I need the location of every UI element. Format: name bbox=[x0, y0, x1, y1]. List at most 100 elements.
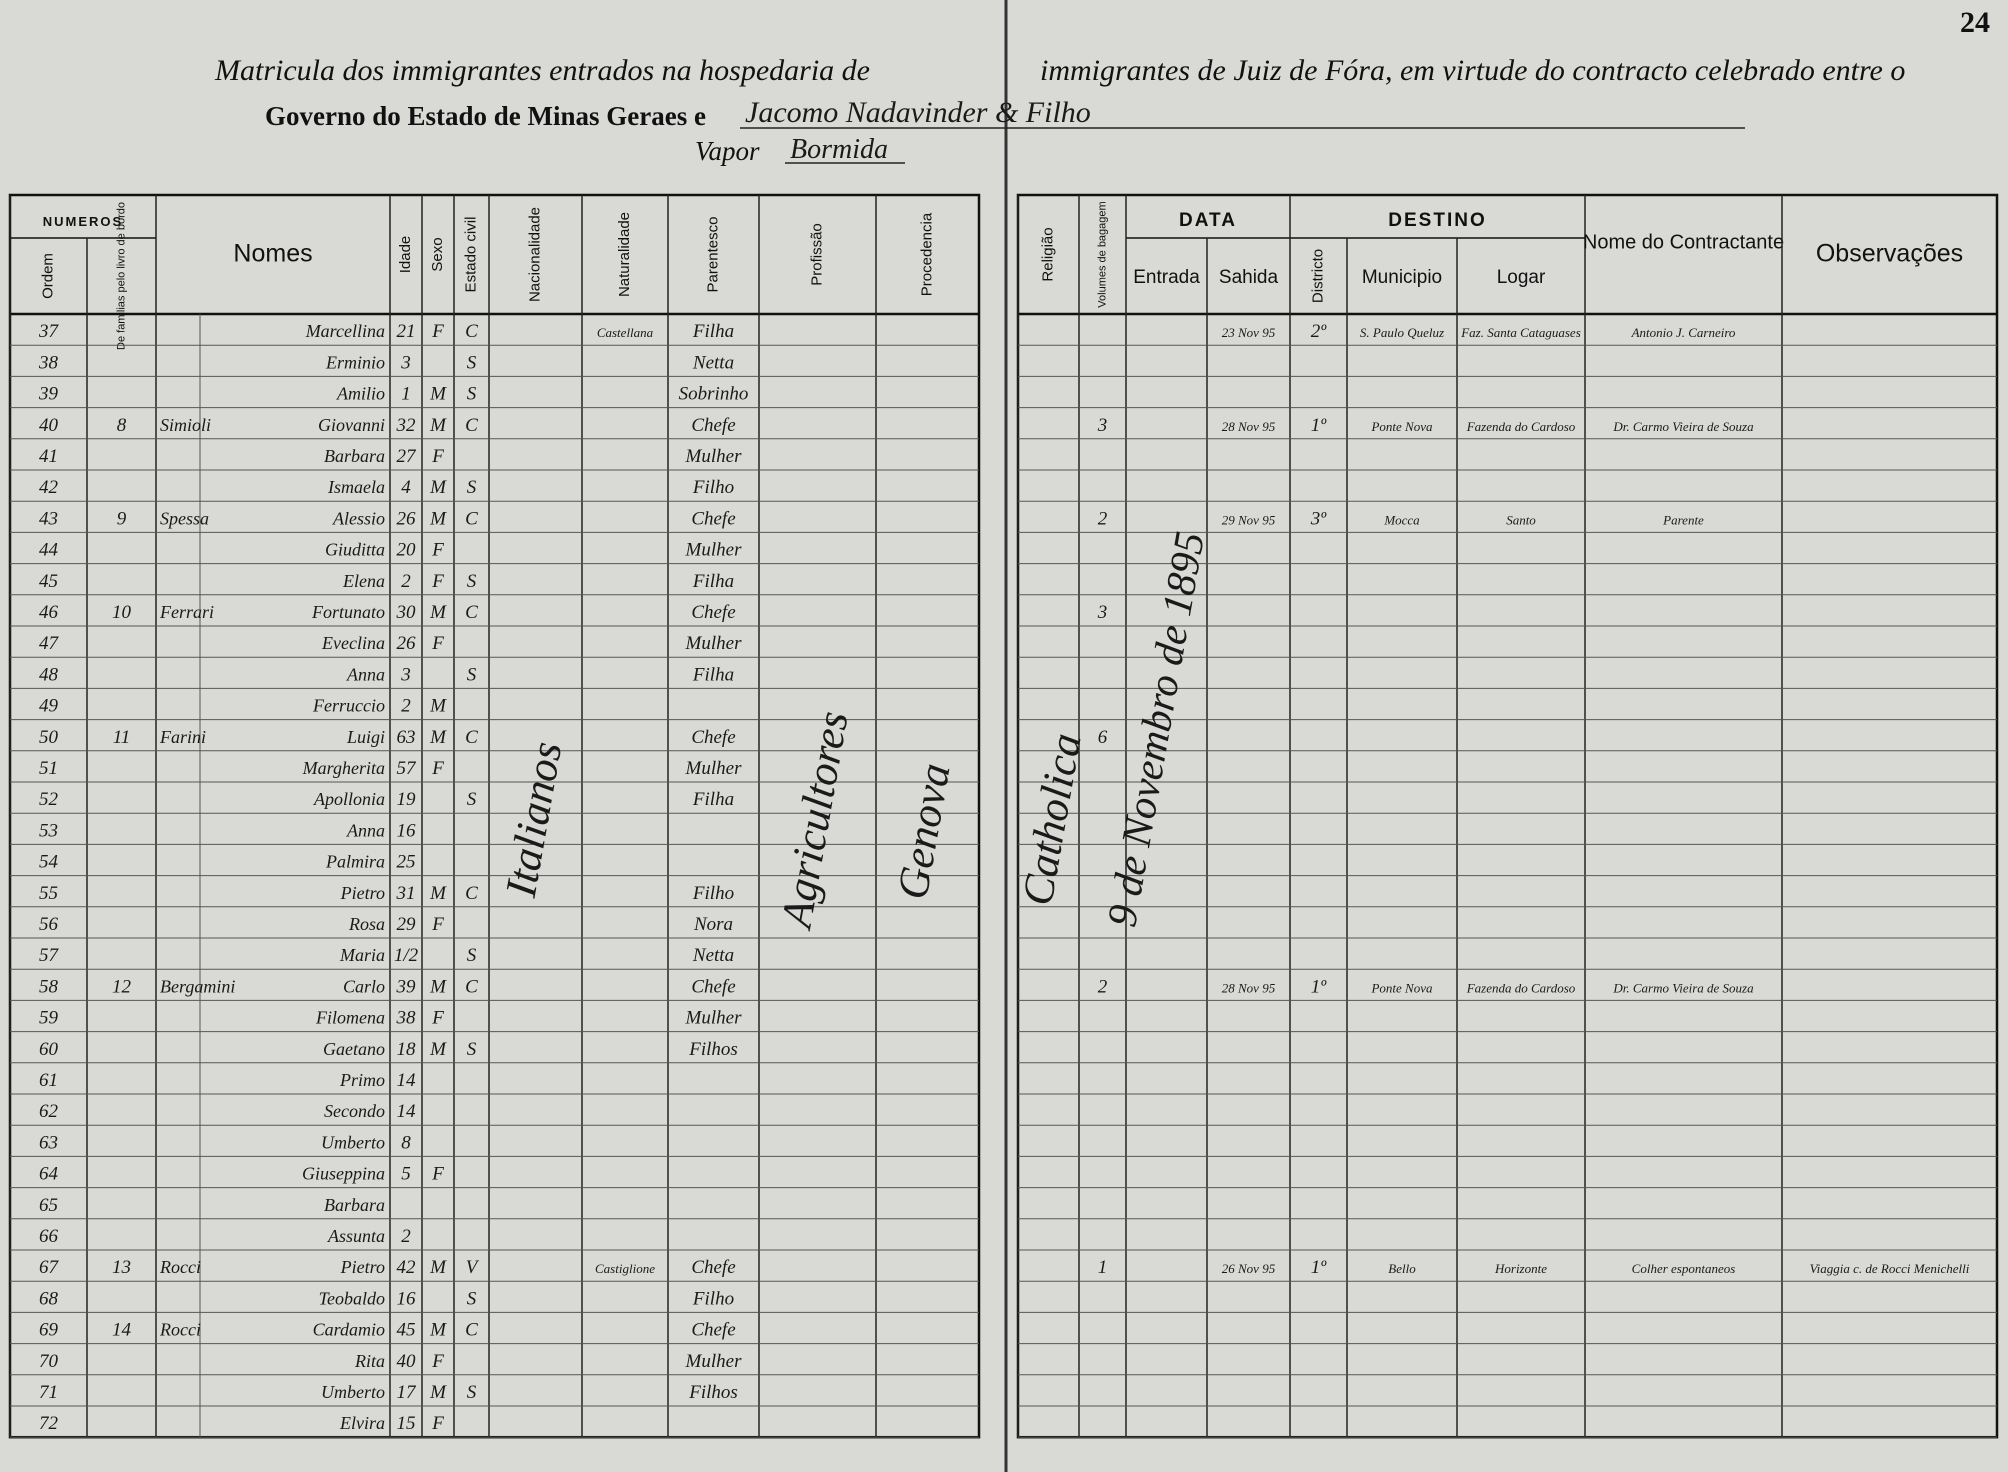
cell-familia: 14 bbox=[112, 1320, 132, 1341]
cell-parentesco: Mulher bbox=[685, 540, 743, 561]
title-left: Matricula dos immigrantes entrados na ho… bbox=[214, 54, 870, 87]
cell-volumes: 1 bbox=[1098, 1257, 1108, 1278]
cell-parentesco: Nora bbox=[693, 914, 733, 935]
cell-parentesco: Filhos bbox=[688, 1039, 738, 1060]
cell-sexo: M bbox=[429, 727, 447, 748]
cell-logar: Faz. Santa Cataguases bbox=[1460, 325, 1581, 340]
cell-name: Teobaldo bbox=[319, 1288, 385, 1308]
cell-ordem: 58 bbox=[39, 976, 59, 997]
cell-idade: 2 bbox=[401, 1226, 411, 1247]
cell-idade: 8 bbox=[401, 1132, 411, 1153]
cell-sexo: M bbox=[429, 415, 447, 436]
cell-idade: 63 bbox=[397, 727, 416, 748]
cell-name: Rita bbox=[354, 1351, 385, 1371]
cell-ordem: 47 bbox=[39, 633, 60, 654]
cell-sexo: F bbox=[431, 1413, 444, 1434]
cell-idade: 14 bbox=[397, 1101, 417, 1122]
cell-ordem: 66 bbox=[39, 1226, 59, 1247]
cell-estado: C bbox=[465, 321, 478, 342]
column-header: Districto bbox=[1309, 249, 1326, 303]
cell-sexo: F bbox=[431, 321, 444, 342]
cell-volumes: 3 bbox=[1097, 415, 1108, 436]
cell-ordem: 63 bbox=[39, 1132, 58, 1153]
cell-ordem: 60 bbox=[39, 1039, 59, 1060]
cell-ordem: 57 bbox=[39, 945, 60, 966]
cell-sahida: 23 Nov 95 bbox=[1222, 325, 1276, 340]
cell-sexo: M bbox=[429, 508, 447, 529]
column-header: Sahida bbox=[1219, 267, 1279, 288]
cell-sexo: F bbox=[431, 446, 444, 467]
cell-districto: 1º bbox=[1311, 976, 1328, 997]
cell-estado: C bbox=[465, 602, 478, 623]
cell-name: Marcellina bbox=[305, 321, 385, 341]
cell-sexo: M bbox=[429, 696, 447, 717]
cell-ordem: 42 bbox=[39, 477, 59, 498]
cell-idade: 26 bbox=[397, 633, 417, 654]
cell-sahida: 29 Nov 95 bbox=[1222, 512, 1276, 527]
cell-ordem: 40 bbox=[39, 415, 59, 436]
cell-estado: C bbox=[465, 415, 478, 436]
cell-estado: C bbox=[465, 976, 478, 997]
cell-idade: 29 bbox=[397, 914, 417, 935]
cell-ordem: 68 bbox=[39, 1288, 59, 1309]
cell-idade: 16 bbox=[397, 1288, 417, 1309]
page-number: 24 bbox=[1960, 6, 1990, 39]
cell-parentesco: Mulher bbox=[685, 1351, 743, 1372]
cell-volumes: 6 bbox=[1098, 727, 1108, 748]
cell-idade: 14 bbox=[397, 1070, 417, 1091]
cell-logar: Fazenda do Cardoso bbox=[1466, 419, 1576, 434]
cell-estado: S bbox=[467, 352, 477, 373]
cell-sexo: M bbox=[429, 1320, 447, 1341]
cell-sexo: F bbox=[431, 1008, 444, 1029]
cell-ordem: 56 bbox=[39, 914, 59, 935]
cell-idade: 15 bbox=[397, 1413, 416, 1434]
cell-estado: V bbox=[466, 1257, 480, 1278]
cell-districto: 1º bbox=[1311, 415, 1328, 436]
cell-name: Palmira bbox=[325, 852, 385, 872]
cell-ordem: 38 bbox=[38, 352, 59, 373]
cell-idade: 2 bbox=[401, 696, 411, 717]
cell-sexo: M bbox=[429, 1257, 447, 1278]
cell-parentesco: Chefe bbox=[691, 727, 735, 748]
group-header: NUMEROS bbox=[43, 214, 123, 229]
cell-parentesco: Filha bbox=[692, 789, 734, 810]
cell-ordem: 44 bbox=[39, 540, 59, 561]
cell-ordem: 39 bbox=[38, 384, 59, 405]
cell-estado: S bbox=[467, 945, 477, 966]
cell-surname: Farini bbox=[159, 727, 206, 747]
vapor-name: Bormida bbox=[790, 134, 888, 165]
cell-idade: 18 bbox=[397, 1039, 417, 1060]
cell-name: Umberto bbox=[321, 1132, 385, 1152]
cell-municipio: Mocca bbox=[1383, 512, 1420, 527]
cell-idade: 40 bbox=[397, 1351, 417, 1372]
cell-idade: 1 bbox=[401, 384, 411, 405]
cell-name: Pietro bbox=[340, 883, 385, 903]
cell-familia: 9 bbox=[117, 508, 127, 529]
cell-sexo: M bbox=[429, 1039, 447, 1060]
cell-name: Umberto bbox=[321, 1382, 385, 1402]
column-header: Procedencia bbox=[918, 212, 935, 296]
cell-ordem: 64 bbox=[39, 1164, 59, 1185]
column-header-text: Nome do Contractante bbox=[1583, 232, 1784, 254]
cell-logar: Horizonte bbox=[1494, 1261, 1547, 1276]
cell-idade: 45 bbox=[397, 1320, 416, 1341]
cell-name: Giovanni bbox=[318, 415, 385, 435]
cell-parentesco: Filho bbox=[692, 1288, 734, 1309]
cell-parentesco: Chefe bbox=[691, 1257, 735, 1278]
cell-name: Maria bbox=[339, 945, 385, 965]
cell-parentesco: Filhos bbox=[688, 1382, 738, 1403]
cell-name: Giuditta bbox=[325, 540, 385, 560]
cell-name: Gaetano bbox=[323, 1039, 385, 1059]
cell-sexo: F bbox=[431, 758, 444, 779]
cell-estado: S bbox=[467, 571, 477, 592]
cell-ordem: 52 bbox=[39, 789, 59, 810]
cell-parentesco: Mulher bbox=[685, 446, 743, 467]
cell-ordem: 59 bbox=[39, 1008, 59, 1029]
cell-idade: 25 bbox=[397, 852, 416, 873]
cell-idade: 39 bbox=[396, 976, 417, 997]
cell-estado: S bbox=[467, 1039, 477, 1060]
cell-municipio: Ponte Nova bbox=[1370, 980, 1433, 995]
cell-volumes: 3 bbox=[1097, 602, 1108, 623]
cell-idade: 42 bbox=[397, 1257, 417, 1278]
cell-idade: 19 bbox=[397, 789, 417, 810]
